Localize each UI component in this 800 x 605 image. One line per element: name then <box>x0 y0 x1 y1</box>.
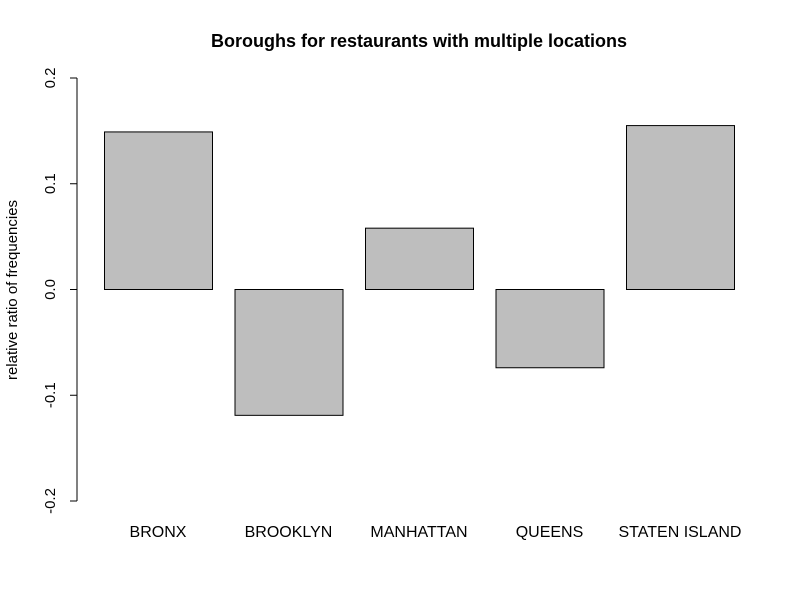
x-tick-label: QUEENS <box>516 524 584 541</box>
x-tick-label: MANHATTAN <box>370 524 467 541</box>
y-axis-label: relative ratio of frequencies <box>4 200 21 380</box>
y-tick-label: 0.0 <box>42 279 59 300</box>
chart-title: Boroughs for restaurants with multiple l… <box>211 31 627 51</box>
bar-queens <box>495 289 605 369</box>
x-tick-label: STATEN ISLAND <box>619 524 742 541</box>
bar-brooklyn <box>234 289 344 416</box>
bar-bronx <box>104 131 213 290</box>
y-tick-label: -0.2 <box>42 488 59 514</box>
x-tick-label: BRONX <box>130 524 187 541</box>
y-axis: -0.2 -0.1 0.0 0.1 0.2 <box>42 68 78 514</box>
bars-group <box>104 125 735 416</box>
y-tick-label: 0.2 <box>42 68 59 89</box>
x-tick-label: BROOKLYN <box>245 524 333 541</box>
bar-manhattan <box>365 227 474 290</box>
bar-staten-island <box>626 125 735 291</box>
y-tick-label: -0.1 <box>42 382 59 408</box>
y-tick-label: 0.1 <box>42 173 59 194</box>
x-tick-labels: BRONX BROOKLYN MANHATTAN QUEENS STATEN ISLAN… <box>130 524 742 541</box>
